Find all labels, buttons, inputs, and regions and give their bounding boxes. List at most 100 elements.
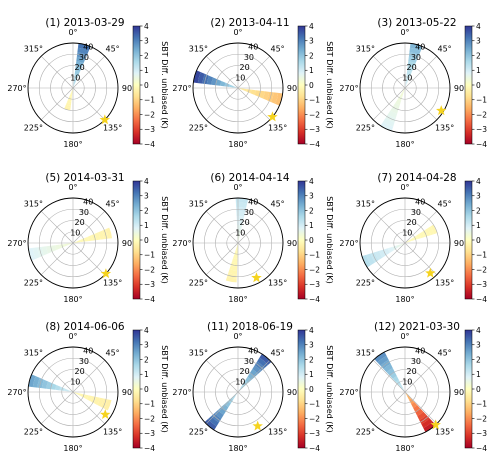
colorbar-tick-label: 3 bbox=[476, 341, 481, 350]
wedge bbox=[406, 70, 413, 76]
wedge bbox=[390, 106, 399, 114]
circular-gridline bbox=[203, 208, 273, 278]
theta-tick-label: 0° bbox=[233, 183, 242, 192]
theta-tick-label: 225° bbox=[189, 124, 208, 133]
wedge bbox=[259, 353, 272, 365]
wedge bbox=[227, 272, 237, 279]
wedge bbox=[64, 243, 69, 247]
colorbar-tick-label: 4 bbox=[309, 177, 314, 186]
wedge bbox=[374, 351, 387, 363]
circular-gridline bbox=[215, 220, 261, 266]
theta-tick-label: 135° bbox=[103, 124, 122, 133]
theta-tick-label: 45° bbox=[106, 44, 120, 53]
wedge bbox=[396, 244, 402, 248]
colorbar-tick-label: −1 bbox=[144, 96, 155, 105]
wedge bbox=[55, 244, 61, 251]
r-tick-label: 40 bbox=[248, 197, 258, 206]
colorbar-tick-label: 0 bbox=[476, 81, 481, 90]
colorbar-tick-label: −4 bbox=[476, 140, 487, 149]
colorbar-tick-label: 2 bbox=[144, 206, 149, 215]
theta-tick-label: 180° bbox=[395, 295, 414, 304]
circular-gridline bbox=[38, 53, 108, 123]
wedge bbox=[229, 265, 238, 271]
theta-tick-label: 180° bbox=[63, 140, 82, 149]
r-tick-label: 40 bbox=[248, 346, 258, 355]
wedge bbox=[100, 398, 108, 409]
colorbar-tick-label: 2 bbox=[309, 51, 314, 60]
wedge bbox=[250, 89, 256, 96]
colorbar bbox=[297, 25, 306, 145]
colorbar bbox=[132, 329, 141, 449]
wedge bbox=[387, 110, 398, 119]
theta-tick-label: 180° bbox=[395, 140, 414, 149]
circular-gridline bbox=[382, 65, 428, 111]
wedge bbox=[50, 245, 57, 252]
theta-tick-label: 135° bbox=[435, 279, 454, 288]
theta-tick-label: 315° bbox=[189, 348, 208, 357]
colorbar-tick-label: 4 bbox=[476, 177, 481, 186]
colorbar-tick-label: 0 bbox=[309, 385, 314, 394]
wedge bbox=[105, 227, 113, 239]
theta-tick-label: 135° bbox=[268, 124, 287, 133]
wedge bbox=[379, 249, 387, 258]
wedge bbox=[405, 79, 409, 84]
polar-frame bbox=[359, 197, 451, 289]
theta-tick-label: 45° bbox=[271, 44, 285, 53]
theta-tick-label: 0° bbox=[400, 28, 409, 37]
colorbar bbox=[297, 180, 306, 300]
star-marker bbox=[430, 419, 441, 430]
theta-tick-label: 90° bbox=[454, 388, 468, 397]
theta-tick-label: 180° bbox=[63, 295, 82, 304]
theta-tick-label: 135° bbox=[268, 428, 287, 437]
wedge bbox=[398, 383, 403, 389]
colorbar-tick-label: 3 bbox=[309, 341, 314, 350]
circular-gridline bbox=[370, 208, 440, 278]
wedge bbox=[214, 410, 224, 419]
wedge bbox=[76, 56, 86, 64]
wedge bbox=[101, 229, 109, 240]
colorbar-tick-label: 1 bbox=[309, 221, 314, 230]
colorbar bbox=[464, 180, 473, 300]
theta-tick-label: 0° bbox=[233, 332, 242, 341]
colorbar-label: SBT Diff. unbiased (K) bbox=[325, 41, 334, 129]
wedge bbox=[419, 231, 425, 239]
circular-gridline bbox=[50, 220, 96, 266]
colorbar-label: SBT Diff. unbiased (K) bbox=[160, 345, 169, 433]
wedge bbox=[400, 243, 405, 246]
wedge bbox=[50, 383, 57, 390]
theta-tick-label: 180° bbox=[228, 140, 247, 149]
wedge bbox=[64, 388, 69, 392]
colorbar-tick-label: −4 bbox=[309, 444, 320, 453]
wedge bbox=[41, 379, 49, 389]
wedge bbox=[193, 70, 201, 84]
wedge bbox=[73, 83, 75, 88]
star-marker bbox=[99, 114, 111, 125]
wedge bbox=[245, 376, 252, 383]
colorbar-tick-label: 3 bbox=[144, 192, 149, 201]
wedge bbox=[235, 246, 238, 251]
r-tick-label: 10 bbox=[402, 229, 412, 238]
polar-frame bbox=[27, 42, 119, 134]
theta-tick-label: 45° bbox=[106, 348, 120, 357]
star-marker bbox=[425, 267, 436, 278]
r-tick-label: 20 bbox=[240, 63, 250, 72]
wedge bbox=[387, 246, 394, 253]
circular-gridline bbox=[393, 231, 417, 255]
wedge bbox=[257, 357, 269, 368]
wedge bbox=[410, 237, 415, 242]
theta-tick-label: 270° bbox=[7, 388, 26, 397]
wedge bbox=[75, 65, 82, 72]
colorbar-tick-label: −3 bbox=[309, 125, 320, 134]
wedge bbox=[74, 70, 81, 76]
panel-title: (7) 2014-04-28 bbox=[377, 172, 456, 184]
colorbar-tick-label: −1 bbox=[309, 96, 320, 105]
theta-tick-label: 135° bbox=[435, 428, 454, 437]
wedge bbox=[55, 384, 61, 391]
wedge bbox=[83, 394, 89, 400]
polar-frame bbox=[27, 346, 119, 438]
colorbar-tick-label: 1 bbox=[144, 221, 149, 230]
theta-tick-label: 315° bbox=[356, 44, 375, 53]
r-tick-label: 30 bbox=[411, 208, 421, 217]
r-tick-label: 30 bbox=[79, 53, 89, 62]
theta-tick-label: 270° bbox=[172, 388, 191, 397]
